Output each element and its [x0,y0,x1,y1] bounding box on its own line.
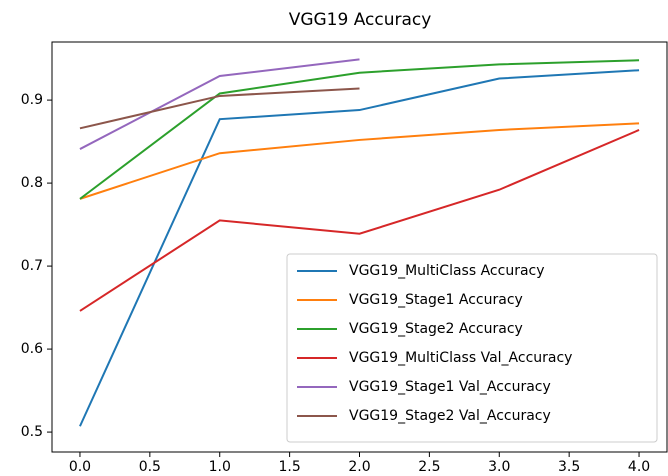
y-tick-label: 0.7 [21,258,43,274]
y-tick-label: 0.6 [21,341,43,357]
legend-label: VGG19_MultiClass Accuracy [349,263,545,279]
y-tick-label: 0.5 [21,424,43,440]
y-tick-label: 0.8 [21,175,43,191]
x-tick-label: 0.0 [69,459,91,475]
legend-label: VGG19_MultiClass Val_Accuracy [349,350,572,366]
series-line [79,69,640,427]
legend-label: VGG19_Stage2 Accuracy [349,321,523,337]
x-tick-label: 3.0 [488,459,510,475]
series-line [79,129,640,312]
y-tick-label: 0.9 [21,92,43,108]
series-line [79,87,360,130]
chart-title: VGG19 Accuracy [289,10,432,30]
series-line [79,58,360,150]
x-tick-label: 4.0 [628,459,650,475]
x-tick-label: 2.5 [418,459,440,475]
legend-box [286,253,658,443]
legend-label: VGG19_Stage2 Val_Accuracy [349,408,551,424]
legend-label: VGG19_Stage1 Val_Accuracy [349,379,551,395]
x-tick-label: 0.5 [139,459,161,475]
series-line [79,59,640,200]
x-tick-label: 2.0 [348,459,370,475]
legend-label: VGG19_Stage1 Accuracy [349,292,523,308]
x-tick-label: 1.0 [209,459,231,475]
x-tick-label: 1.5 [278,459,300,475]
plot-frame [51,41,668,453]
series-line [79,122,640,200]
x-tick-label: 3.5 [558,459,580,475]
